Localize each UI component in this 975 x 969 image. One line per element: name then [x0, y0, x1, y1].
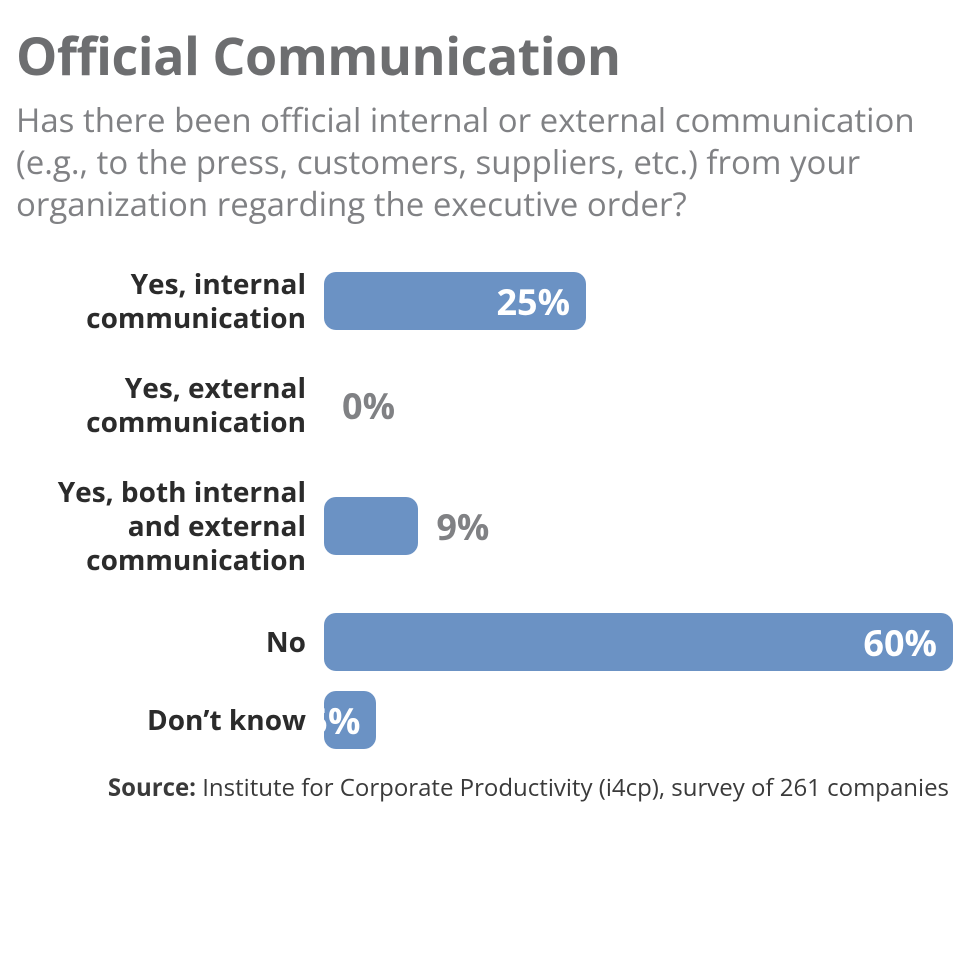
bar-zone: 60%	[324, 613, 959, 671]
bar	[324, 497, 418, 555]
bar: 60%	[324, 613, 953, 671]
bar-value: 60%	[863, 618, 937, 667]
bar-row: Yes, external communication 0%	[16, 371, 959, 439]
source-line: Source: Institute for Corporate Producti…	[16, 771, 959, 804]
chart-subtitle: Has there been official internal or exte…	[16, 99, 959, 225]
bar-zone: 5%	[324, 691, 959, 749]
bar-zone: 0%	[324, 376, 959, 434]
bar-row: Yes, both internal and external communic…	[16, 475, 959, 577]
chart-card: Official Communication Has there been of…	[0, 0, 975, 816]
bar-row: Yes, internal communication 25%	[16, 267, 959, 335]
chart-title: Official Communication	[16, 20, 959, 91]
bar-label: Yes, both internal and external communic…	[16, 475, 306, 577]
bar-chart: Yes, internal communication 25% Yes, exter…	[16, 267, 959, 749]
source-label: Source:	[108, 771, 196, 804]
source-text: Institute for Corporate Productivity (i4…	[202, 771, 949, 804]
bar-label: No	[16, 625, 306, 659]
bar-value: 9%	[436, 502, 489, 551]
bar-value: 25%	[496, 277, 570, 326]
bar-value: 0%	[342, 381, 395, 430]
bar-label: Don’t know	[16, 703, 306, 737]
bar-value: 5%	[307, 696, 360, 745]
bar-label: Yes, external communication	[16, 371, 306, 439]
bar-row: No 60%	[16, 613, 959, 671]
bar-label: Yes, internal communication	[16, 267, 306, 335]
bar-zone: 25%	[324, 272, 959, 330]
bar: 25%	[324, 272, 586, 330]
bar-zone: 9%	[324, 497, 959, 555]
bar-row: Don’t know5%	[16, 691, 959, 749]
bar: 5%	[324, 691, 376, 749]
